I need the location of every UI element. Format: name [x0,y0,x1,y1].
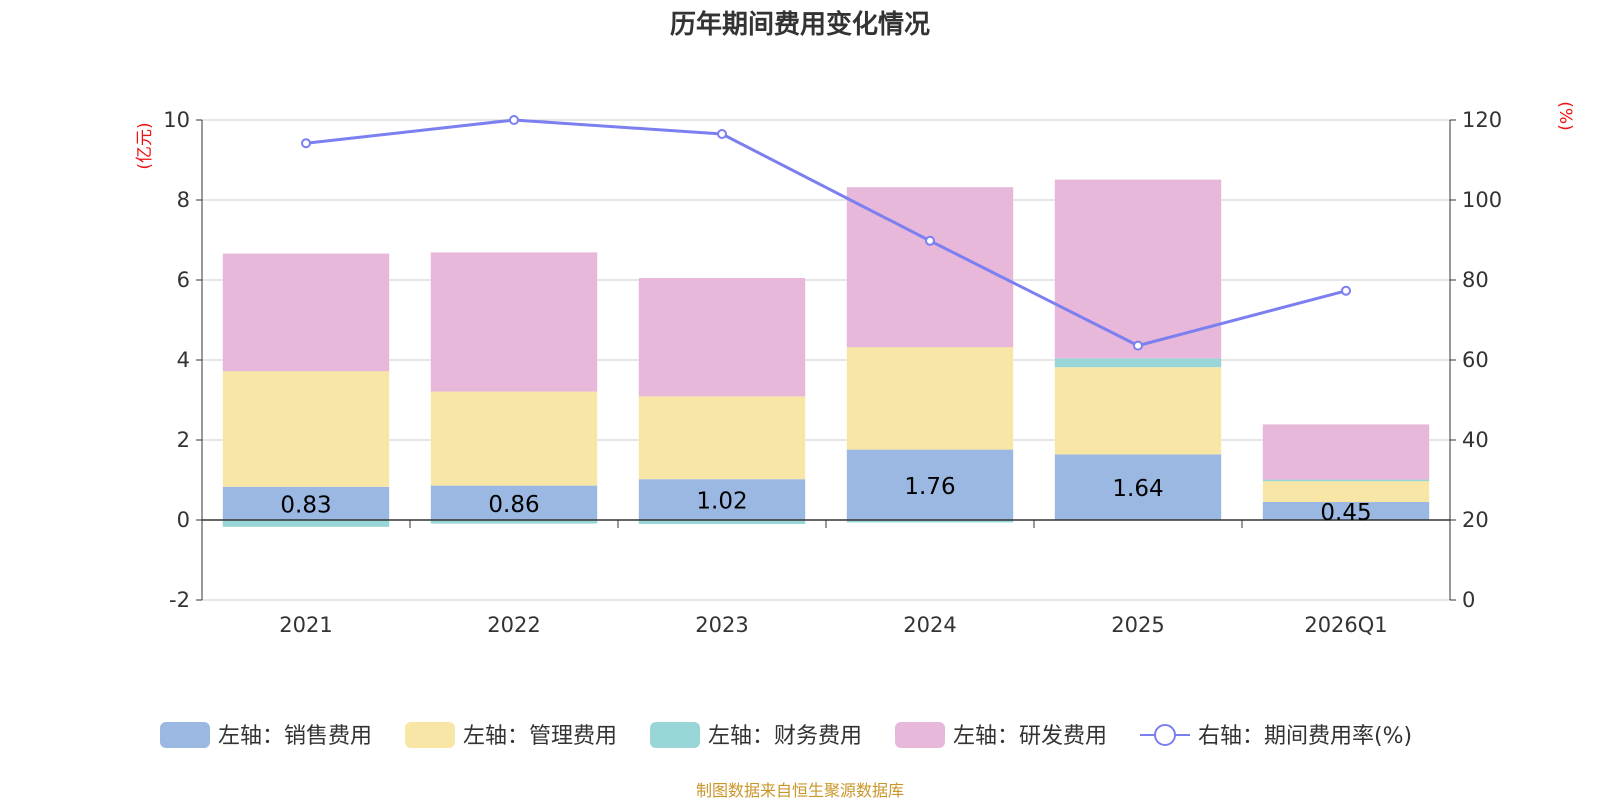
bar-series [222,179,1430,527]
x-axis-tick-label: 2023 [695,613,748,637]
bar-value-label: 1.64 [1112,476,1163,502]
bar-segment [1054,367,1222,455]
right-axis-tick-label: 20 [1462,508,1489,532]
data-labels: 0.83 0.86 1.02 1.76 1.64 0.45 [280,474,1371,526]
left-axis-tick-label: 6 [177,268,190,292]
x-axis-tick-label: 2024 [903,613,956,637]
grid-lines [202,119,1450,601]
legend-circle-swatch [1154,724,1176,746]
left-axis-tick-label: 2 [177,428,190,452]
left-axis-tick-label: 8 [177,188,190,212]
bar-segment [222,520,390,527]
bar-segment [222,486,390,520]
rate-point [301,138,311,149]
right-axis-tick-label: 0 [1462,588,1475,612]
legend-swatch [160,722,210,748]
bar-value-label: 1.76 [904,474,955,500]
bar-segment [638,278,806,397]
left-axis-tick-label: -2 [169,588,190,612]
right-axis-tick-label: 100 [1462,188,1502,212]
bar-segment [1054,454,1222,520]
left-axis-tick-label: 10 [163,108,190,132]
rate-point [509,115,519,125]
right-axis-tick-label: 60 [1462,348,1489,372]
right-axis-tick-label: 80 [1462,268,1489,292]
legend-swatch [895,722,945,748]
right-axis-tick-label: 120 [1462,108,1502,132]
bar-segment [846,449,1014,520]
bar-segment [1054,179,1222,359]
bar-value-label: 0.83 [280,492,331,518]
legend-label: 左轴：财务费用 [708,724,862,749]
x-axis-tick-label: 2022 [487,613,540,637]
bar-segment [430,391,598,486]
legend-swatch [650,722,700,748]
bar-segment [638,479,806,520]
bar-segment [430,485,598,520]
source-note: 制图数据来自恒生聚源数据库 [696,781,904,800]
bar-segment [638,396,806,480]
bar-segment [222,371,390,487]
legend-label: 右轴：期间费用率(%) [1198,724,1412,749]
x-axis-tick-label: 2026Q1 [1304,613,1387,637]
bar-segment [638,520,806,524]
x-axis-tick-label: 2021 [279,613,332,637]
left-axis-tick-label: 0 [177,508,190,532]
bar-segment [1262,481,1430,502]
left-axis-unit: (亿元) [135,122,155,169]
bar-segment [430,252,598,392]
left-axis-tick-label: 4 [177,348,190,372]
bar-segment [222,253,390,372]
rate-line [305,118,1347,348]
rate-point [1133,340,1143,351]
legend-label: 左轴：管理费用 [463,724,617,749]
legend: 左轴：销售费用 左轴：管理费用 左轴：财务费用 左轴：研发费用 右轴：期间费用率(%) [160,722,1412,749]
line-series [301,115,1351,351]
chart-title: 历年期间费用变化情况 [670,9,930,40]
bar-segment [430,520,598,524]
bar-value-label: 0.86 [488,492,539,518]
legend-label: 左轴：研发费用 [953,724,1107,749]
rate-point [925,235,935,246]
legend-swatch [405,722,455,748]
bar-segment [846,347,1014,450]
bar-value-label: 0.45 [1320,500,1371,526]
bar-segment [1054,358,1222,368]
bar-value-label: 1.02 [696,489,747,515]
right-axis-unit: (%) [1555,101,1575,130]
rate-point [1341,285,1351,296]
rate-point [717,129,727,139]
bar-segment [846,520,1014,523]
right-axis-tick-label: 40 [1462,428,1489,452]
x-axis-tick-label: 2025 [1111,613,1164,637]
bar-segment [1262,479,1430,482]
bar-segment [1262,424,1430,480]
legend-label: 左轴：销售费用 [218,724,372,749]
bar-segment [1262,502,1430,520]
